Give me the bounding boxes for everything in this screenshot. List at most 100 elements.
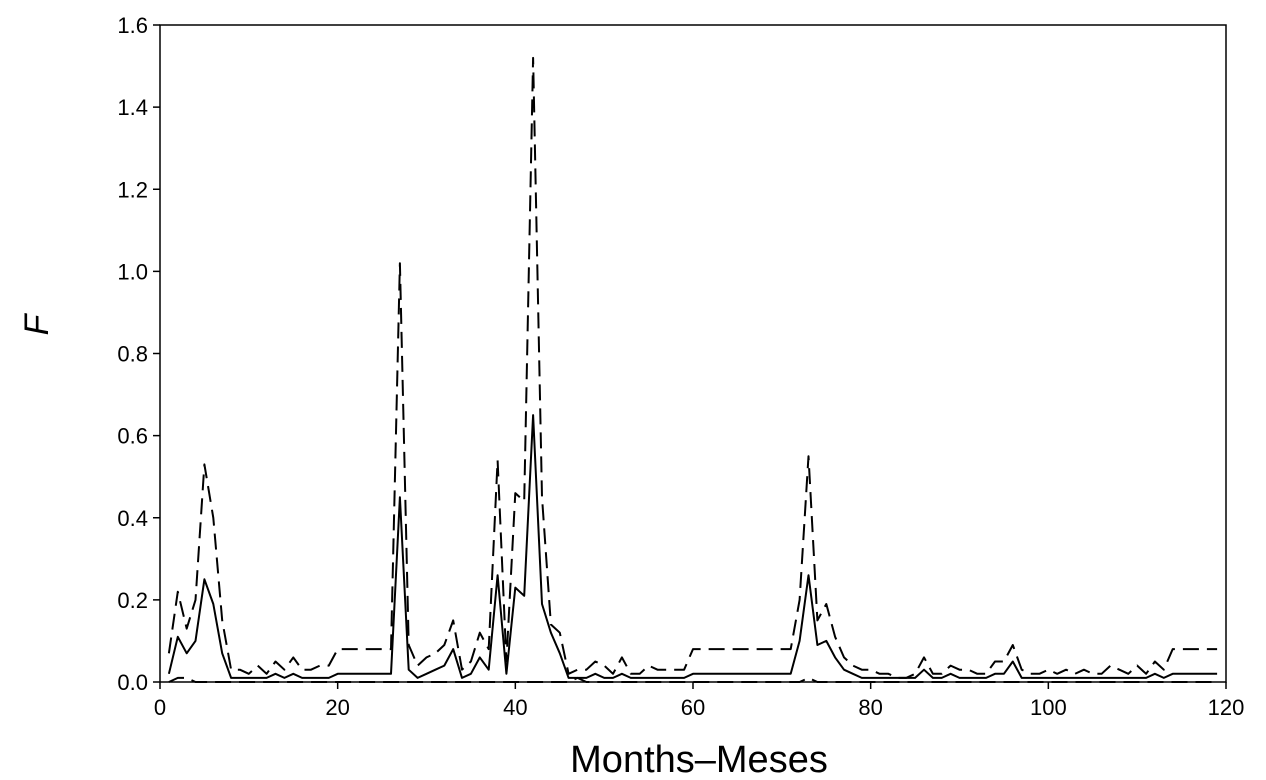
data-point-dashed-lower bbox=[808, 677, 810, 679]
data-point-solid bbox=[914, 677, 916, 679]
data-point-dashed-upper bbox=[452, 620, 454, 622]
data-point-solid bbox=[710, 673, 712, 675]
axes: 0 20 40 60 80 100 120 0.0 0.2 0.4 0.6 0.8 1.0 1.2 1.4 1… bbox=[117, 13, 1244, 720]
data-point-dashed-upper bbox=[532, 57, 534, 59]
data-point-dashed-upper bbox=[204, 464, 206, 466]
data-point-solid bbox=[1181, 673, 1183, 675]
data-point-solid bbox=[1145, 677, 1147, 679]
data-point-dashed-upper bbox=[266, 673, 268, 675]
data-point-solid bbox=[1163, 677, 1165, 679]
x-tick-label: 20 bbox=[325, 695, 349, 720]
data-point-dashed-upper bbox=[417, 665, 419, 667]
data-point-solid bbox=[1101, 677, 1103, 679]
data-point-solid bbox=[843, 669, 845, 671]
x-tick-label: 0 bbox=[154, 695, 166, 720]
data-point-dashed-upper bbox=[728, 648, 730, 650]
data-point-solid bbox=[1012, 661, 1014, 663]
data-point-solid bbox=[488, 669, 490, 671]
data-point-dashed-upper bbox=[932, 673, 934, 675]
data-point-dashed-upper bbox=[390, 648, 392, 650]
data-point-solid bbox=[568, 677, 570, 679]
y-tick-label: 0.4 bbox=[117, 506, 148, 531]
data-point-solid bbox=[559, 653, 561, 655]
y-tick-label: 1.2 bbox=[117, 177, 148, 202]
data-point-dashed-upper bbox=[284, 669, 286, 671]
data-point-dashed-lower bbox=[177, 677, 179, 679]
data-point-solid bbox=[1065, 677, 1067, 679]
data-point-solid bbox=[861, 677, 863, 679]
data-point-solid bbox=[692, 673, 694, 675]
data-point-dashed-upper bbox=[959, 669, 961, 671]
series-line-solid bbox=[167, 414, 1218, 679]
data-point-solid bbox=[728, 673, 730, 675]
data-point-dashed-upper bbox=[950, 665, 952, 667]
data-point-solid bbox=[817, 644, 819, 646]
data-point-solid bbox=[781, 673, 783, 675]
data-point-solid bbox=[293, 673, 295, 675]
data-point-dashed-upper bbox=[541, 496, 543, 498]
data-point-solid bbox=[221, 653, 223, 655]
data-point-dashed-upper bbox=[301, 669, 303, 671]
data-point-dashed-upper bbox=[1145, 673, 1147, 675]
data-point-solid bbox=[1172, 673, 1174, 675]
data-point-dashed-upper bbox=[621, 657, 623, 659]
data-point-solid bbox=[1048, 677, 1050, 679]
data-point-dashed-upper bbox=[630, 673, 632, 675]
data-point-dashed-upper bbox=[195, 599, 197, 601]
data-point-dashed-upper bbox=[515, 492, 517, 494]
data-point-dashed-upper bbox=[888, 673, 890, 675]
data-point-dashed-upper bbox=[994, 661, 996, 663]
data-point-dashed-upper bbox=[1083, 669, 1085, 671]
data-point-solid bbox=[372, 673, 374, 675]
data-point-solid bbox=[301, 677, 303, 679]
data-point-dashed-upper bbox=[1172, 648, 1174, 650]
data-point-solid bbox=[852, 673, 854, 675]
y-tick-label: 0.8 bbox=[117, 342, 148, 367]
data-point-solid bbox=[177, 636, 179, 638]
data-point-dashed-upper bbox=[1003, 661, 1005, 663]
data-point-dashed-upper bbox=[1074, 673, 1076, 675]
y-tick-label: 0.0 bbox=[117, 670, 148, 695]
data-point-solid bbox=[470, 673, 472, 675]
data-point-solid bbox=[808, 574, 810, 576]
data-point-dashed-upper bbox=[497, 460, 499, 462]
y-tick-label: 1.4 bbox=[117, 95, 148, 120]
data-point-solid bbox=[666, 677, 668, 679]
data-point-solid bbox=[683, 677, 685, 679]
data-point-dashed-upper bbox=[817, 620, 819, 622]
data-point-dashed-upper bbox=[328, 665, 330, 667]
data-point-solid bbox=[275, 673, 277, 675]
data-point-solid bbox=[763, 673, 765, 675]
data-point-dashed-upper bbox=[426, 657, 428, 659]
y-tick-label: 0.2 bbox=[117, 588, 148, 613]
data-point-dashed-upper bbox=[1101, 673, 1103, 675]
data-point-solid bbox=[523, 595, 525, 597]
data-point-solid bbox=[1003, 673, 1005, 675]
data-point-dashed-upper bbox=[488, 648, 490, 650]
data-point-dashed-upper bbox=[701, 648, 703, 650]
data-point-solid bbox=[444, 665, 446, 667]
data-point-solid bbox=[754, 673, 756, 675]
data-point-dashed-upper bbox=[1065, 669, 1067, 671]
data-point-dashed-upper bbox=[1154, 661, 1156, 663]
data-point-dashed-upper bbox=[364, 648, 366, 650]
data-point-solid bbox=[1119, 677, 1121, 679]
data-point-solid bbox=[674, 677, 676, 679]
data-point-dashed-upper bbox=[1136, 665, 1138, 667]
series-layer bbox=[167, 56, 1218, 683]
data-point-solid bbox=[346, 673, 348, 675]
y-tick-label: 0.6 bbox=[117, 424, 148, 449]
data-point-solid bbox=[1154, 673, 1156, 675]
data-point-solid bbox=[284, 677, 286, 679]
data-point-dashed-upper bbox=[648, 665, 650, 667]
data-point-dashed-upper bbox=[523, 501, 525, 503]
data-point-solid bbox=[772, 673, 774, 675]
data-point-dashed-upper bbox=[239, 669, 241, 671]
data-point-dashed-upper bbox=[186, 628, 188, 630]
data-point-dashed-upper bbox=[1021, 669, 1023, 671]
data-point-dashed-upper bbox=[221, 620, 223, 622]
data-point-dashed-upper bbox=[808, 455, 810, 457]
data-point-solid bbox=[355, 673, 357, 675]
plot-frame bbox=[159, 24, 1227, 683]
data-point-dashed-upper bbox=[310, 669, 312, 671]
